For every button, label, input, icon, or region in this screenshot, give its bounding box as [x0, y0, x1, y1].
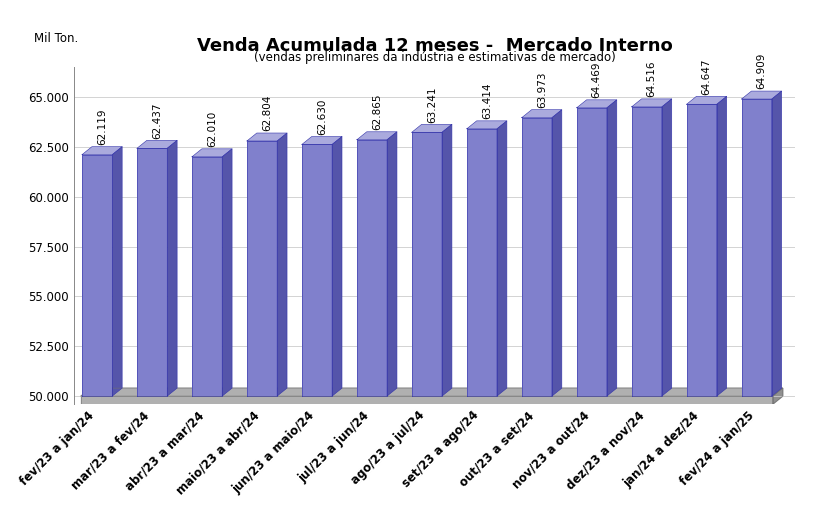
Polygon shape — [167, 140, 177, 396]
Polygon shape — [192, 149, 232, 157]
Polygon shape — [277, 133, 287, 396]
Polygon shape — [247, 141, 277, 396]
Text: 64.469: 64.469 — [591, 62, 601, 98]
Polygon shape — [466, 121, 506, 129]
Title: Venda Acumulada 12 meses -  Mercado Interno: Venda Acumulada 12 meses - Mercado Inter… — [197, 37, 672, 55]
Text: 64.516: 64.516 — [646, 61, 656, 97]
Polygon shape — [771, 91, 781, 396]
Polygon shape — [81, 388, 782, 396]
Text: 63.241: 63.241 — [427, 86, 437, 123]
Polygon shape — [772, 388, 782, 404]
Text: 64.909: 64.909 — [756, 53, 766, 90]
Polygon shape — [686, 96, 726, 104]
Polygon shape — [192, 157, 222, 396]
Polygon shape — [387, 132, 396, 396]
Polygon shape — [247, 133, 287, 141]
Text: 63.414: 63.414 — [482, 83, 491, 119]
Polygon shape — [606, 100, 616, 396]
Polygon shape — [686, 104, 716, 396]
Text: 62.804: 62.804 — [261, 95, 272, 132]
Text: 63.973: 63.973 — [536, 71, 546, 108]
Text: 62.437: 62.437 — [152, 102, 162, 139]
Polygon shape — [576, 108, 606, 396]
Polygon shape — [411, 132, 441, 396]
Polygon shape — [82, 154, 112, 396]
Polygon shape — [576, 100, 616, 108]
Text: 62.119: 62.119 — [97, 109, 107, 145]
Polygon shape — [301, 136, 342, 145]
Polygon shape — [411, 124, 451, 132]
Text: 62.865: 62.865 — [372, 94, 382, 130]
Polygon shape — [441, 124, 451, 396]
Polygon shape — [82, 147, 122, 154]
Polygon shape — [466, 129, 496, 396]
Text: 62.630: 62.630 — [317, 98, 327, 135]
Text: 62.010: 62.010 — [206, 111, 217, 147]
Polygon shape — [81, 396, 772, 404]
Polygon shape — [137, 148, 167, 396]
Polygon shape — [112, 147, 122, 396]
Polygon shape — [301, 145, 332, 396]
Polygon shape — [137, 140, 177, 148]
Text: 64.647: 64.647 — [701, 58, 711, 95]
Polygon shape — [661, 99, 671, 396]
Polygon shape — [551, 110, 561, 396]
Polygon shape — [521, 118, 551, 396]
Polygon shape — [496, 121, 506, 396]
Polygon shape — [356, 132, 396, 140]
Polygon shape — [332, 136, 342, 396]
Polygon shape — [631, 99, 671, 107]
Polygon shape — [222, 149, 232, 396]
Polygon shape — [631, 107, 661, 396]
Text: Mil Ton.: Mil Ton. — [34, 33, 79, 46]
Polygon shape — [716, 96, 726, 396]
Polygon shape — [740, 91, 781, 99]
Polygon shape — [521, 110, 561, 118]
Polygon shape — [740, 99, 771, 396]
Text: (vendas preliminares da indústria e estimativas de mercado): (vendas preliminares da indústria e esti… — [253, 51, 615, 64]
Polygon shape — [356, 140, 387, 396]
